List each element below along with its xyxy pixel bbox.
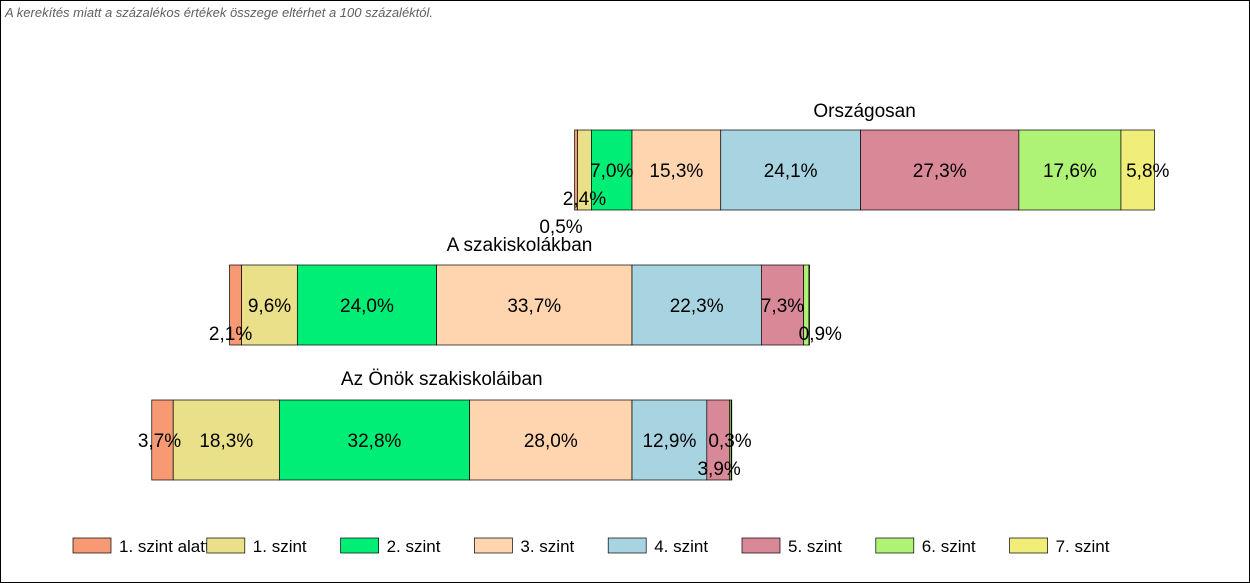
legend-label: 7. szint xyxy=(1056,537,1110,556)
data-label: 22,3% xyxy=(670,296,724,317)
bar-segment xyxy=(279,399,470,481)
legend-label: 1. szint xyxy=(253,537,307,556)
legend-swatch xyxy=(607,537,647,554)
bar-segment xyxy=(1018,129,1122,211)
data-label: 7,0% xyxy=(590,161,633,182)
data-label: 32,8% xyxy=(348,431,402,452)
legend-label: 4. szint xyxy=(654,537,708,556)
row-title: Az Önök szakiskoláiban xyxy=(341,369,543,390)
bar-segment xyxy=(720,129,861,211)
legend-swatch xyxy=(1009,537,1048,554)
bar-segment xyxy=(808,264,810,346)
data-label: 24,0% xyxy=(340,296,394,317)
data-label: 27,3% xyxy=(913,161,967,182)
data-label: 18,3% xyxy=(199,431,253,452)
data-label: 33,7% xyxy=(507,296,561,317)
legend-swatch xyxy=(875,537,915,554)
data-label: 7,3% xyxy=(761,296,804,317)
data-label: 12,9% xyxy=(642,431,696,452)
bar-segment xyxy=(631,129,722,211)
legend-label: 2. szint xyxy=(387,537,441,556)
bar-segment xyxy=(760,264,805,346)
data-label: 17,6% xyxy=(1043,161,1097,182)
rounding-note: A kerekítés miatt a százalékos értékek ö… xyxy=(5,5,434,20)
data-label: 9,6% xyxy=(248,296,291,317)
data-label: 0,5% xyxy=(539,217,582,238)
bar-segment xyxy=(436,264,633,346)
data-label: 24,1% xyxy=(764,161,818,182)
legend-swatch xyxy=(474,537,513,554)
data-label: 28,0% xyxy=(524,431,578,452)
bar-segment xyxy=(631,399,708,481)
legend-label: 3. szint xyxy=(520,537,574,556)
legend-swatch xyxy=(206,537,246,554)
bar-segment xyxy=(631,264,762,346)
data-label: 15,3% xyxy=(649,161,703,182)
data-label: 5,8% xyxy=(1126,161,1169,182)
data-label: 3,9% xyxy=(697,459,740,480)
legend-label: 5. szint xyxy=(788,537,842,556)
bar-segment xyxy=(730,399,733,481)
row-title: Országosan xyxy=(813,101,915,122)
data-label: 3,7% xyxy=(138,431,181,452)
legend-swatch xyxy=(72,537,112,554)
legend-label: 6. szint xyxy=(922,537,976,556)
legend-swatch xyxy=(741,537,781,554)
bar-segment xyxy=(241,264,298,346)
legend-label: 1. szint alatti xyxy=(119,537,214,556)
bar-segment xyxy=(172,399,280,481)
data-label: 2,1% xyxy=(209,324,252,345)
data-label: 0,9% xyxy=(799,324,842,345)
row-title: A szakiskolákban xyxy=(447,235,593,256)
legend-swatch xyxy=(340,537,379,554)
bar-segment xyxy=(591,129,633,211)
bar-segment xyxy=(1120,129,1155,211)
bar-segment xyxy=(469,399,633,481)
data-label: 2,4% xyxy=(563,189,606,210)
data-label: 0,3% xyxy=(708,431,751,452)
